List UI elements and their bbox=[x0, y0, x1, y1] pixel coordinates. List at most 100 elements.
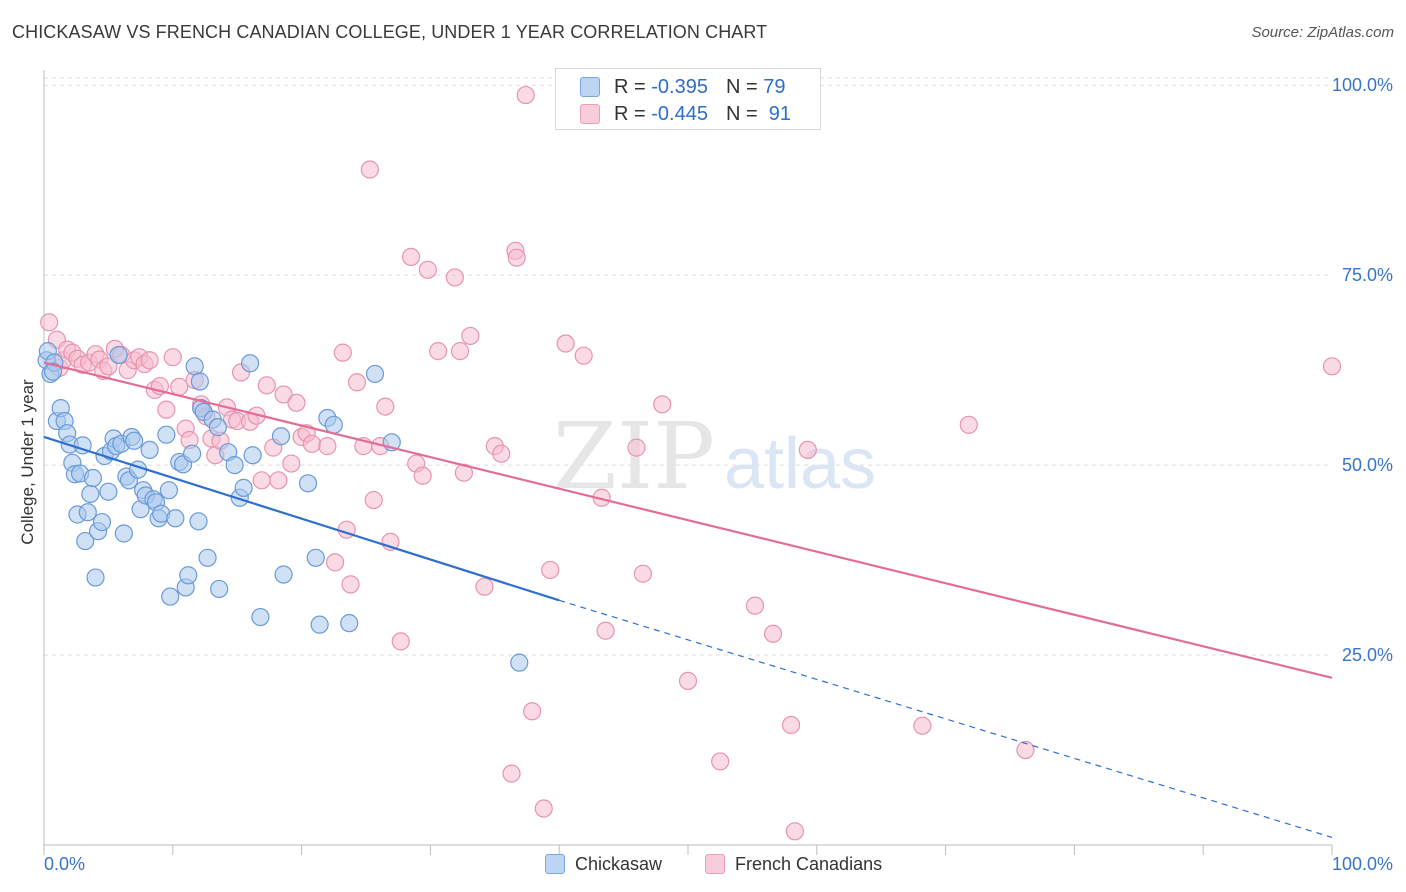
chickasaw-point bbox=[310, 615, 329, 634]
chickasaw-point bbox=[243, 446, 262, 465]
r-value: -0.445 bbox=[651, 102, 708, 125]
french-canadians-point bbox=[170, 377, 189, 396]
y-tick-label: 75.0% bbox=[1342, 265, 1393, 285]
tick-labels: 25.0% 50.0% 75.0% 100.0% 0.0% 100.0% bbox=[43, 75, 1393, 874]
french-canadians-point bbox=[99, 357, 118, 376]
chickasaw-point bbox=[92, 512, 112, 532]
chart-title: CHICKASAW VS FRENCH CANADIAN COLLEGE, UN… bbox=[12, 22, 768, 42]
chickasaw-points bbox=[37, 342, 529, 672]
french-canadians-point bbox=[627, 438, 646, 457]
french-canadians-point bbox=[347, 373, 367, 392]
chickasaw-point bbox=[78, 503, 97, 522]
chickasaw-point bbox=[43, 362, 63, 381]
chickasaw-point bbox=[157, 425, 176, 444]
french-canadians-point bbox=[763, 624, 783, 643]
chickasaw-point bbox=[86, 568, 105, 587]
chickasaw-point bbox=[240, 354, 260, 373]
chickasaw-point bbox=[99, 482, 118, 501]
french-canadians-point bbox=[252, 471, 271, 490]
chickasaw-trend-extension bbox=[559, 599, 1333, 838]
french-canadians-point bbox=[40, 313, 59, 332]
bottom-legend-french-canadians: French Canadians bbox=[705, 852, 882, 876]
french-canadians-point bbox=[413, 466, 432, 485]
french-canadians-point bbox=[781, 715, 801, 735]
french-canadians-point bbox=[574, 346, 593, 365]
chickasaw-point bbox=[183, 444, 202, 463]
french-canadians-point bbox=[163, 348, 182, 367]
y-axis-label: College, Under 1 year bbox=[18, 379, 37, 545]
chickasaw-point bbox=[340, 614, 359, 633]
french-canadians-point bbox=[534, 799, 553, 818]
x-tick-label-max: 100.0% bbox=[1332, 854, 1393, 874]
french-canadians-point bbox=[429, 342, 448, 361]
chickasaw-point bbox=[109, 345, 128, 365]
chickasaw-point bbox=[251, 607, 270, 627]
chickasaw-point bbox=[190, 372, 209, 391]
french-canadians-point bbox=[401, 247, 421, 267]
chickasaw-point bbox=[274, 565, 293, 584]
french-canadians-point bbox=[711, 752, 730, 771]
chickasaw-point bbox=[234, 478, 253, 497]
legend-row-chickasaw: R = -0.395 N = 79 bbox=[580, 75, 785, 99]
french-canadians-point bbox=[282, 454, 301, 473]
trend-lines bbox=[43, 361, 1333, 838]
french-canadians-point bbox=[287, 393, 306, 412]
french-canadians-point bbox=[341, 575, 360, 594]
french-canadians-swatch bbox=[580, 104, 600, 124]
french-canadians-point bbox=[502, 764, 521, 783]
y-tick-label: 100.0% bbox=[1332, 75, 1393, 95]
watermark-atlas: atlas bbox=[724, 424, 876, 504]
french-canadians-point bbox=[523, 702, 542, 721]
source-credit: Source: ZipAtlas.com bbox=[1251, 24, 1394, 41]
watermark: ZIP atlas bbox=[553, 403, 876, 510]
french-canadians-swatch bbox=[705, 854, 725, 874]
n-label: N = bbox=[725, 75, 758, 98]
n-label: N = bbox=[725, 102, 758, 125]
french-canadians-point bbox=[541, 560, 560, 580]
chickasaw-point bbox=[306, 548, 325, 567]
french-canadians-point bbox=[325, 553, 345, 572]
french-canadians-point bbox=[360, 160, 379, 179]
french-canadians-point bbox=[798, 440, 817, 460]
chickasaw-point bbox=[140, 440, 159, 460]
french-canadians-point bbox=[318, 437, 337, 456]
chickasaw-point bbox=[125, 431, 144, 450]
french-canadians-point bbox=[785, 822, 805, 841]
french-canadians-point bbox=[302, 434, 322, 453]
french-canadians-point bbox=[556, 334, 575, 353]
y-tick-label: 50.0% bbox=[1342, 455, 1393, 475]
stats-legend: R = -0.395 N = 79 R = -0.445 N = 91 bbox=[555, 68, 821, 130]
chickasaw-trend-line bbox=[43, 435, 560, 602]
chickasaw-point bbox=[208, 418, 227, 437]
french-canadians-point bbox=[269, 471, 288, 490]
chickasaw-point bbox=[510, 653, 529, 672]
chickasaw-point bbox=[76, 531, 95, 551]
chickasaw-point bbox=[179, 566, 198, 585]
french-canadians-point bbox=[516, 85, 535, 105]
french-canadians-point bbox=[1016, 740, 1035, 760]
legend-label: French Canadians bbox=[735, 853, 883, 874]
bottom-legend-chickasaw: Chickasaw bbox=[545, 852, 662, 876]
french-canadians-point bbox=[140, 351, 159, 370]
legend-label: Chickasaw bbox=[575, 853, 663, 874]
chickasaw-point bbox=[189, 512, 208, 531]
french-canadians-point bbox=[418, 260, 437, 279]
chickasaw-swatch bbox=[580, 77, 600, 97]
french-canadians-point bbox=[507, 248, 526, 267]
french-canadians-point bbox=[445, 268, 464, 287]
french-canadians-point bbox=[450, 342, 470, 361]
watermark-zip: ZIP bbox=[553, 403, 715, 510]
chickasaw-point bbox=[198, 548, 217, 567]
french-canadians-point bbox=[678, 671, 698, 690]
french-canadians-trend-line bbox=[43, 361, 1333, 679]
legend-row-french-canadians: R = -0.445 N = 91 bbox=[580, 102, 791, 126]
r-value: -0.395 bbox=[651, 75, 708, 98]
french-canadians-point bbox=[745, 596, 765, 615]
chickasaw-point bbox=[161, 587, 180, 606]
french-canadians-point bbox=[364, 490, 383, 510]
r-label: R = bbox=[614, 102, 646, 125]
chickasaw-point bbox=[159, 481, 179, 500]
french-canadians-point bbox=[959, 415, 978, 434]
french-canadians-point bbox=[333, 343, 352, 362]
